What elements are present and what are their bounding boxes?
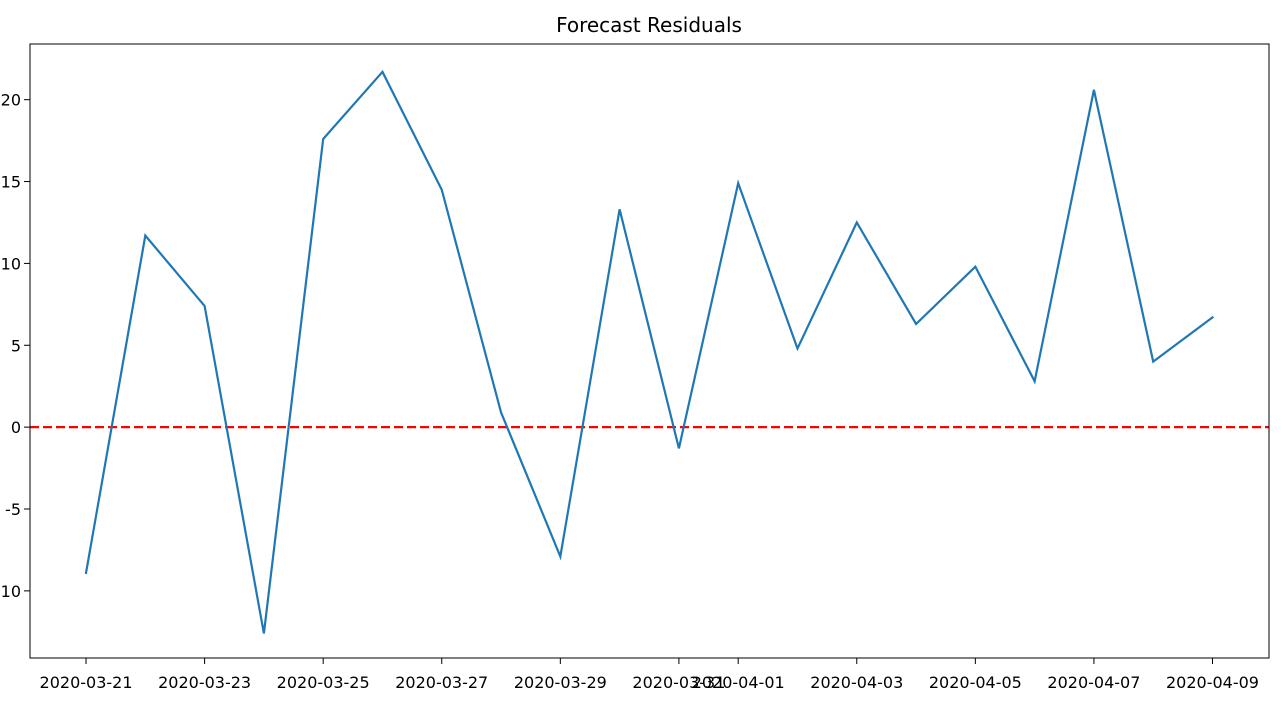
plot-area [30,72,1269,634]
x-tick-label: 2020-03-25 [277,673,370,692]
y-tick-label: 0 [11,418,21,437]
x-tick-label: 2020-03-21 [40,673,133,692]
x-tick-label: 2020-03-27 [395,673,488,692]
y-tick-label: 15 [1,173,21,192]
x-tick-label: 2020-04-03 [810,673,903,692]
x-tick-label: 2020-04-09 [1166,673,1259,692]
y-tick-label: 5 [11,336,21,355]
chart-title: Forecast Residuals [556,13,742,37]
x-axis: 2020-03-21 2020-03-23 2020-03-25 2020-03-27… [40,658,1259,692]
x-tick-label: 2020-03-29 [514,673,607,692]
y-tick-label: -5 [5,500,21,519]
y-tick-label: 20 [1,91,21,110]
y-tick-label: 10 [1,254,21,273]
x-tick-label: 2020-03-23 [158,673,251,692]
x-tick-label: 2020-04-05 [929,673,1022,692]
x-tick-label: 2020-04-07 [1047,673,1140,692]
y-tick-label: -10 [0,582,21,601]
x-tick-label: 2020-04-01 [692,673,785,692]
residual-series-line [86,72,1212,634]
plot-frame [30,44,1269,658]
y-axis: 20 15 10 5 0 -5 -10 [0,91,30,601]
plot-inner [30,72,1269,634]
